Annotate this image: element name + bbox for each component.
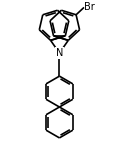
Text: Br: Br [84, 2, 95, 12]
Text: N: N [56, 48, 63, 58]
